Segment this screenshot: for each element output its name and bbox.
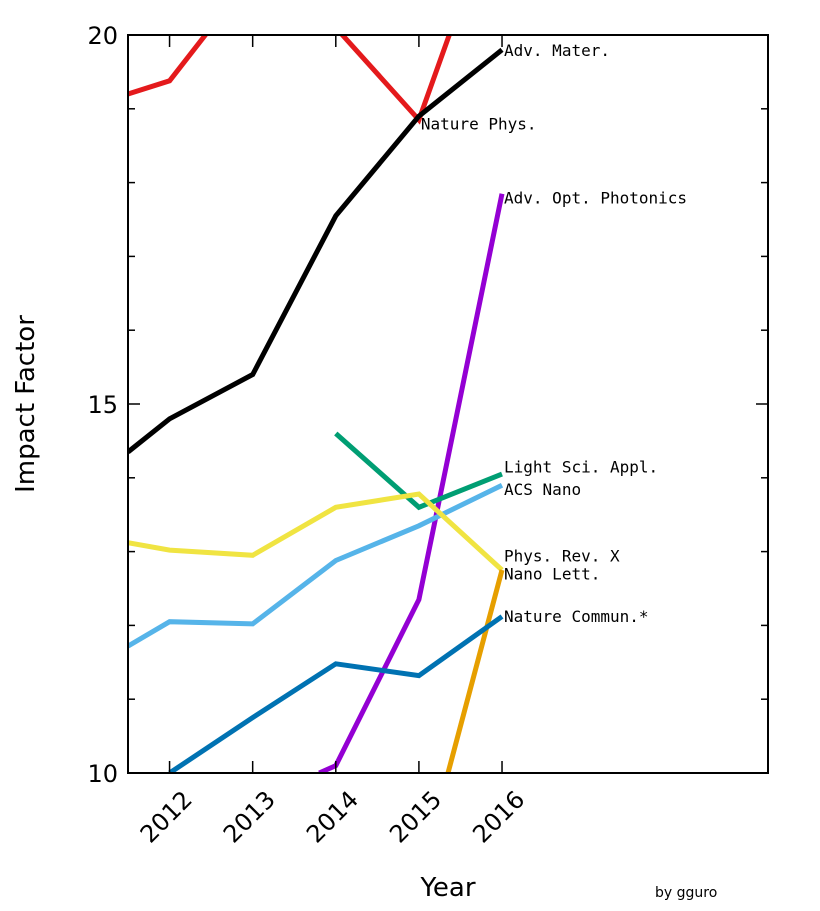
y-axis-title: Impact Factor [11,315,41,493]
series-line-phys-rev-x [128,491,504,572]
series-layer [128,35,505,773]
series-label-nano-lett: Nano Lett. [504,565,600,584]
y-tick-label-15: 15 [87,391,118,419]
series-label-nature-commun: Nature Commun.* [504,607,649,626]
series-label-nature-phys: Nature Phys. [421,115,537,134]
x-tick-label-2016: 2016 [467,785,530,848]
label-layer: Adv. Mater. Nature Phys. Adv. Opt. Photoni… [421,41,687,626]
series-line-adv-mater [128,47,504,454]
x-axis-title: Year [419,873,475,903]
x-tick-label-2015: 2015 [384,785,447,848]
series-line-acs-nano [128,482,504,649]
series-line-nature-phys [128,35,452,125]
series-label-acs-nano: ACS Nano [504,480,581,499]
x-tick-label-2013: 2013 [218,785,281,848]
series-label-adv-mater: Adv. Mater. [504,41,610,60]
x-tick-label-2012: 2012 [135,785,198,848]
plot-frame [127,34,769,774]
tick-layer: 2012 2013 2014 2015 2016 10 15 20 [87,22,768,848]
y-tick-label-20: 20 [87,22,118,50]
credit-text: by gguro [655,885,717,901]
series-line-nature-commun [168,614,504,773]
x-tick-label-2014: 2014 [301,785,364,848]
series-label-light-sci-appl: Light Sci. Appl. [504,458,658,477]
series-label-phys-rev-x: Phys. Rev. X [504,546,620,565]
series-line-nano-lett [445,569,505,773]
series-line-adv-opt-photonics [318,193,505,773]
series-line-light-sci-appl [334,431,503,511]
series-label-adv-opt-photonics: Adv. Opt. Photonics [504,188,687,207]
y-tick-label-10: 10 [87,760,118,788]
